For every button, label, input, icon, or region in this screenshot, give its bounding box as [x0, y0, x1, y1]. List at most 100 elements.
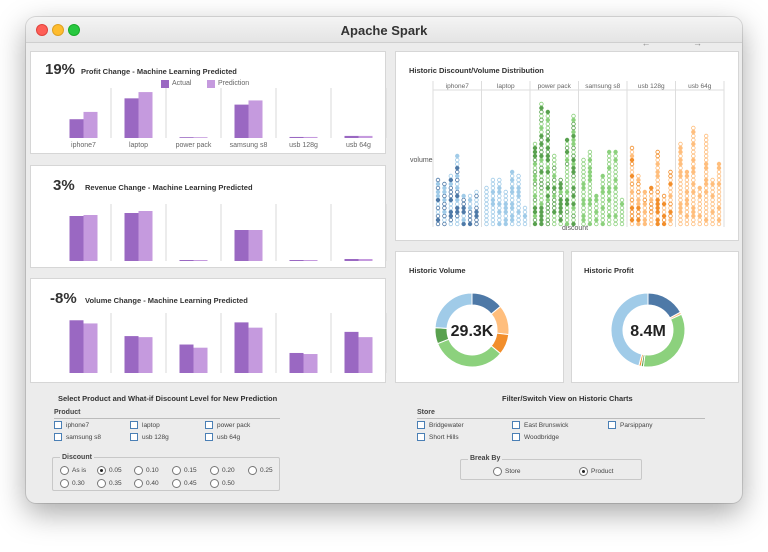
scatter-point	[539, 193, 544, 199]
radio-circle[interactable]	[210, 466, 219, 475]
product-checkbox-usb-64g[interactable]: usb 64g	[205, 433, 240, 441]
radio-label: 0.15	[184, 467, 197, 474]
scatter-point	[503, 217, 508, 223]
scatter-point	[497, 221, 502, 227]
radio-circle[interactable]	[172, 479, 181, 488]
scatter-panel-label: usb 128g	[638, 83, 665, 90]
product-checkbox-samsung-s8[interactable]: samsung s8	[54, 433, 101, 441]
radio-circle[interactable]	[579, 467, 588, 476]
title-bar[interactable]: Apache Spark	[26, 17, 742, 43]
radio-circle[interactable]	[248, 466, 257, 475]
scatter-point	[442, 205, 447, 211]
radio-circle[interactable]	[134, 466, 143, 475]
store-checkbox-Short-Hills[interactable]: Short Hills	[417, 433, 459, 441]
store-checkbox-Parsippany[interactable]: Parsippany	[608, 421, 653, 429]
discount-radio-0-35[interactable]: 0.35	[97, 479, 122, 488]
scatter-point	[716, 165, 722, 171]
scatter-point	[703, 201, 709, 207]
minimize-button[interactable]	[52, 24, 64, 36]
scatter-point	[649, 205, 654, 211]
discount-radio-0-15[interactable]: 0.15	[172, 466, 197, 475]
scatter-point	[678, 141, 683, 147]
scatter-point	[497, 209, 502, 215]
discount-radio-As-is[interactable]: As is	[60, 466, 86, 475]
discount-radio-0-30[interactable]: 0.30	[60, 479, 85, 488]
scatter-point	[613, 189, 618, 195]
scatter-point	[455, 193, 460, 199]
scatter-point	[571, 189, 576, 195]
checkbox-box[interactable]	[54, 421, 62, 429]
scatter-point	[455, 165, 460, 171]
radio-circle[interactable]	[97, 466, 106, 475]
close-button[interactable]	[36, 24, 48, 36]
scatter-point	[629, 197, 635, 203]
scatter-point	[594, 193, 599, 199]
scatter-point	[435, 185, 441, 191]
scatter-panel-label: power pack	[538, 83, 572, 90]
discount-radio-0-45[interactable]: 0.45	[172, 479, 197, 488]
checkbox-box[interactable]	[205, 433, 213, 441]
scatter-point	[703, 185, 709, 191]
scatter-point	[455, 201, 460, 207]
product-label: Product	[54, 409, 81, 416]
radio-circle[interactable]	[493, 467, 502, 476]
scatter-point	[655, 205, 660, 211]
checkbox-box[interactable]	[205, 421, 213, 429]
scatter-point	[587, 221, 593, 227]
checkbox-box[interactable]	[417, 433, 425, 441]
scatter-point	[703, 177, 709, 183]
scatter-point	[509, 169, 515, 175]
scatter-point	[484, 209, 489, 215]
scatter-point	[448, 173, 454, 179]
checkbox-box[interactable]	[512, 421, 520, 429]
scatter-point	[532, 141, 538, 147]
checkbox-box[interactable]	[417, 421, 425, 429]
product-checkbox-power-pack[interactable]: power pack	[205, 421, 250, 429]
radio-circle[interactable]	[134, 479, 143, 488]
breakby-radio-Product[interactable]: Product	[579, 467, 613, 476]
scatter-point	[691, 189, 696, 195]
scatter-point	[435, 193, 441, 199]
breakby-radio-Store[interactable]: Store	[493, 467, 521, 476]
discount-radio-0-10[interactable]: 0.10	[134, 466, 159, 475]
scatter-point	[642, 189, 648, 195]
scatter-point	[703, 165, 709, 171]
checkbox-box[interactable]	[608, 421, 616, 429]
discount-radio-0-05[interactable]: 0.05	[97, 466, 122, 475]
store-checkbox-East-Brunswick[interactable]: East Brunswick	[512, 421, 568, 429]
scatter-point	[649, 201, 654, 207]
radio-circle[interactable]	[60, 466, 69, 475]
discount-radio-0-50[interactable]: 0.50	[210, 479, 235, 488]
scatter-point	[564, 185, 570, 191]
scatter-point	[600, 217, 605, 223]
scatter-point	[678, 153, 683, 159]
zoom-button[interactable]	[68, 24, 80, 36]
scatter-point	[697, 201, 702, 207]
checkbox-label: usb 64g	[217, 433, 241, 441]
checkbox-box[interactable]	[512, 433, 520, 441]
scatter-point	[435, 205, 441, 211]
store-checkbox-Bridgewater[interactable]: Bridgewater	[417, 421, 464, 429]
donut-slice-samsung-s8	[436, 338, 502, 368]
checkbox-box[interactable]	[130, 421, 138, 429]
radio-label: 0.30	[72, 480, 85, 487]
discount-radio-0-20[interactable]: 0.20	[210, 466, 235, 475]
checkbox-box[interactable]	[130, 433, 138, 441]
radio-circle[interactable]	[60, 479, 69, 488]
nav-arrows-icon[interactable]: ← →	[641, 38, 722, 48]
product-checkbox-laptop[interactable]: laptop	[130, 421, 160, 429]
scatter-point	[629, 193, 635, 199]
scatter-point	[691, 125, 696, 131]
product-checkbox-iphone7[interactable]: iphone7	[54, 421, 89, 429]
discount-radio-0-25[interactable]: 0.25	[248, 466, 273, 475]
bar-prediction-power-pack	[193, 347, 208, 373]
checkbox-box[interactable]	[54, 433, 62, 441]
radio-circle[interactable]	[97, 479, 106, 488]
store-checkbox-Woodbridge[interactable]: Woodbridge	[512, 433, 559, 441]
scatter-point	[522, 209, 528, 215]
scatter-point	[545, 193, 551, 199]
product-checkbox-usb-128g[interactable]: usb 128g	[130, 433, 169, 441]
radio-circle[interactable]	[210, 479, 219, 488]
radio-circle[interactable]	[172, 466, 181, 475]
discount-radio-0-40[interactable]: 0.40	[134, 479, 159, 488]
